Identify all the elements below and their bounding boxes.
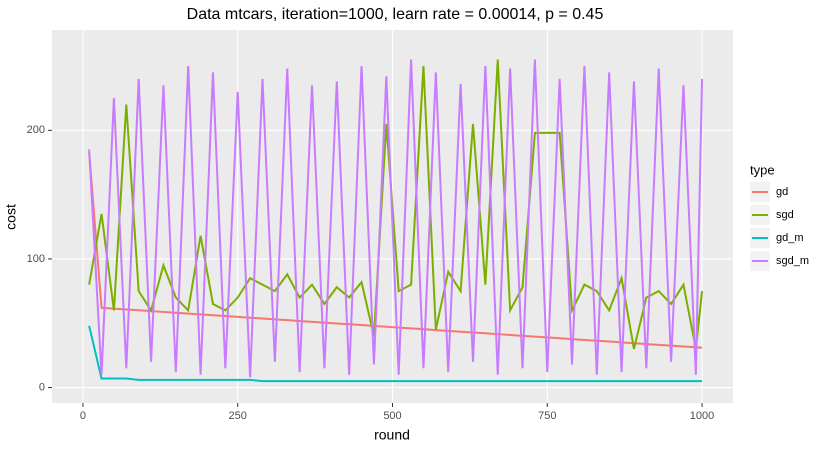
legend-label: gd_m [776,232,804,244]
legend-label: gd [776,186,788,198]
y-axis-label: cost [3,204,19,230]
legend-title: type [750,162,775,177]
legend-label: sgd [776,209,794,221]
x-tick-label: 1000 [690,410,714,422]
x-tick-label: 250 [229,410,247,422]
x-axis-label: round [374,427,410,443]
y-tick-label: 100 [27,253,45,265]
series-line [88,152,703,349]
chart-title: Data mtcars, iteration=1000, learn rate … [187,6,604,23]
series-line [88,59,704,350]
series-line [88,325,703,383]
x-tick-label: 750 [538,410,556,422]
y-tick-label: 200 [27,124,45,136]
y-tick-label: 0 [39,381,45,393]
x-tick-label: 500 [383,410,401,422]
x-tick-label: 0 [80,410,86,422]
series-line [88,59,704,378]
legend-label: sgd_m [776,255,809,267]
